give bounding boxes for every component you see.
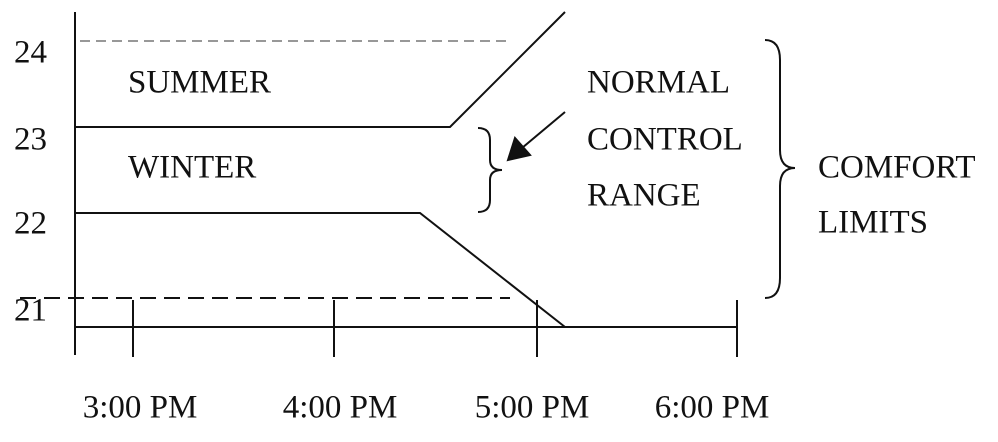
annotation: CONTROL — [587, 122, 743, 158]
winter-line — [75, 212, 566, 328]
annotation: RANGE — [587, 178, 701, 214]
x-label: 5:00 PM — [475, 390, 590, 426]
large-brace — [764, 39, 796, 299]
y-label: 21 — [14, 293, 47, 329]
x-label: 6:00 PM — [655, 390, 770, 426]
annotation: COMFORT — [818, 150, 976, 186]
region-label: SUMMER — [128, 65, 271, 101]
y-label: 22 — [14, 206, 47, 242]
small-brace — [477, 127, 503, 213]
arrow-shaft — [521, 111, 566, 149]
arrow-head — [506, 136, 532, 162]
y-label: 23 — [14, 122, 47, 158]
annotation: LIMITS — [818, 205, 928, 241]
x-label: 4:00 PM — [283, 390, 398, 426]
annotation: NORMAL — [587, 65, 730, 101]
y-label: 24 — [14, 35, 47, 71]
x-label: 3:00 PM — [83, 390, 198, 426]
summer-line — [75, 11, 566, 128]
region-label: WINTER — [128, 150, 256, 186]
